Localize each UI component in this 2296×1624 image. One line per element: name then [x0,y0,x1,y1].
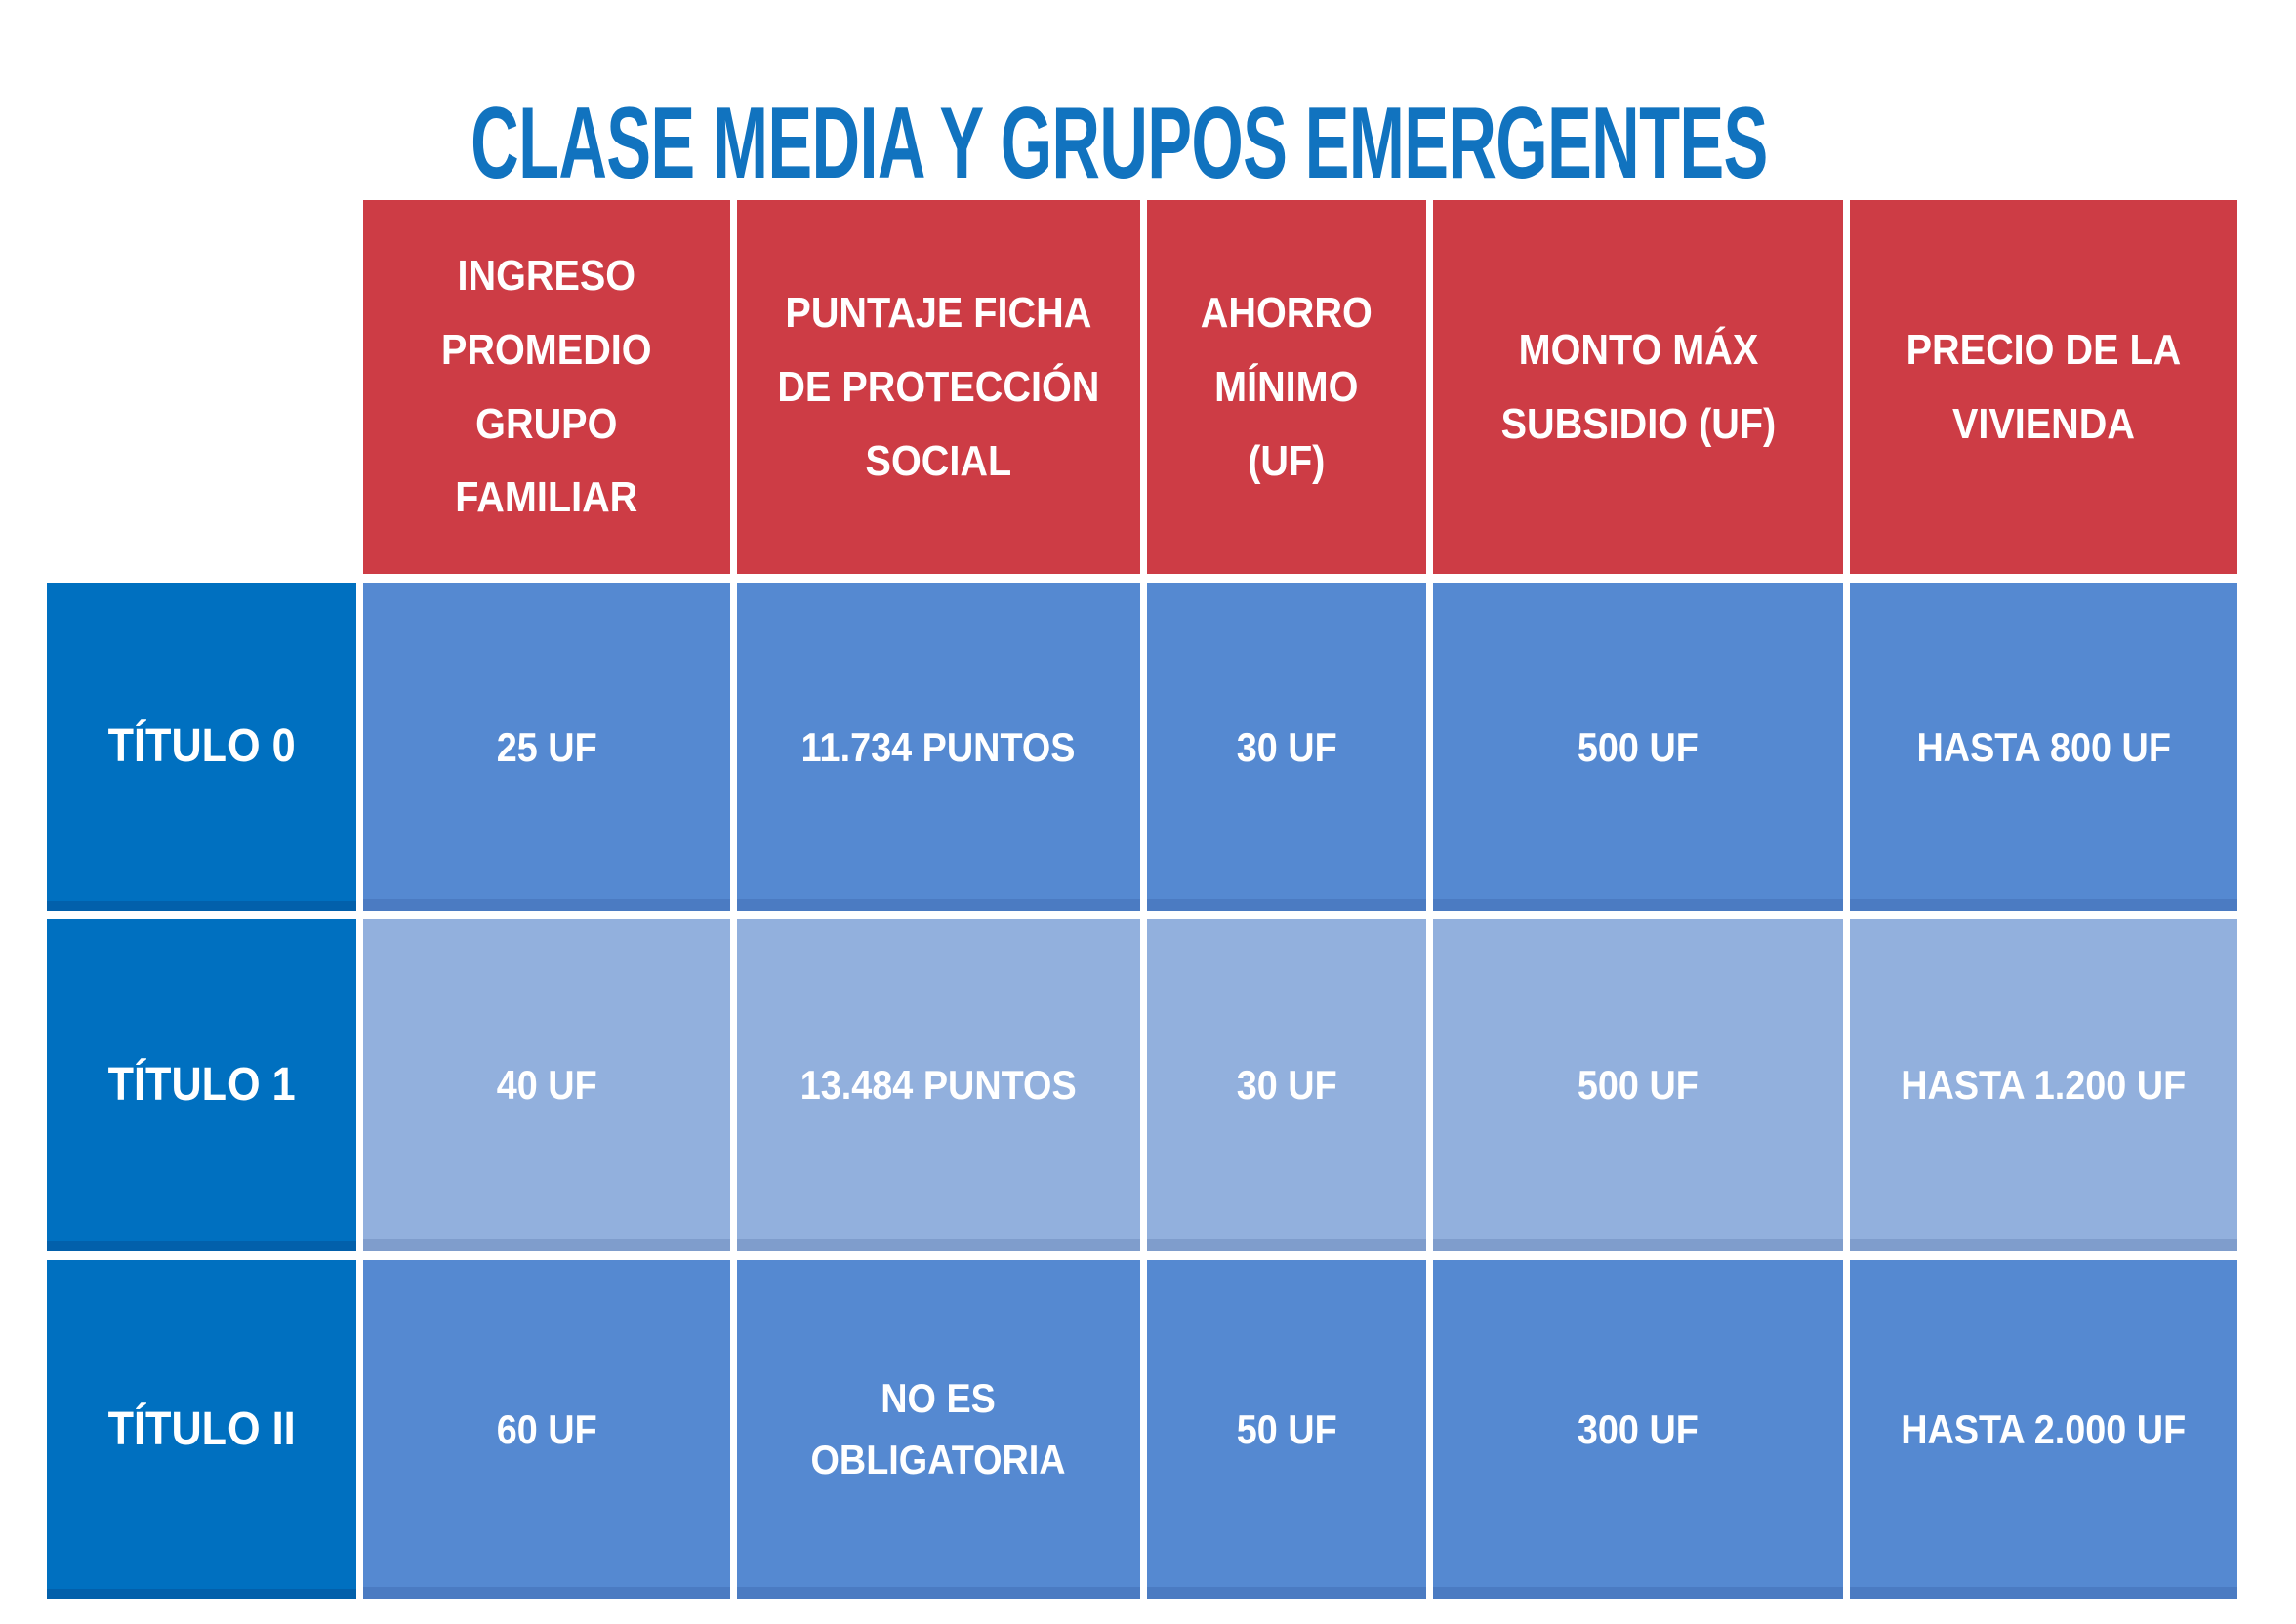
column-header-monto-max-subsidio: MONTO MÁX SUBSIDIO (UF) [1433,200,1843,575]
page-title-text: CLASE MEDIA Y GRUPOS EMERGENTES [470,87,1768,200]
table-cell-titulo1-precio: HASTA 1.200 UF [1849,918,2237,1251]
table-cell-titulo1-puntaje: 13.484 PUNTOS [736,918,1140,1251]
column-header-precio-vivienda: PRECIO DE LA VIVIENDA [1849,200,2237,575]
table-cell-titulo0-ahorro: 30 UF [1146,583,1427,911]
table-cell-tituloii-monto: 300 UF [1433,1259,1843,1599]
page-title: CLASE MEDIA Y GRUPOS EMERGENTES [0,86,2237,202]
column-header-ingreso-promedio: INGRESO PROMEDIO GRUPO FAMILIAR [363,200,730,575]
table-cell-tituloii-puntaje: NO ES OBLIGATORIA [736,1259,1140,1599]
table-cell-tituloii-ingreso: 60 UF [363,1259,730,1599]
row-header-titulo-0: TÍTULO 0 [47,583,357,911]
table-cell-titulo0-precio: HASTA 800 UF [1849,583,2237,911]
table-cell-titulo1-ingreso: 40 UF [363,918,730,1251]
table-cell-titulo0-puntaje: 11.734 PUNTOS [736,583,1140,911]
header-spacer [47,200,356,574]
table-cell-tituloii-ahorro: 50 UF [1146,1259,1427,1599]
table-cell-tituloii-precio: HASTA 2.000 UF [1849,1259,2237,1599]
table-cell-titulo1-ahorro: 30 UF [1146,918,1427,1251]
table-cell-titulo1-monto: 500 UF [1433,918,1843,1251]
subsidy-table: INGRESO PROMEDIO GRUPO FAMILIAR PUNTAJE … [47,200,2237,1599]
column-header-ahorro-minimo: AHORRO MÍNIMO (UF) [1146,200,1427,575]
table-cell-titulo0-monto: 500 UF [1433,583,1843,911]
column-header-puntaje-ficha: PUNTAJE FICHA DE PROTECCIÓN SOCIAL [736,200,1140,575]
row-header-titulo-1: TÍTULO 1 [47,918,357,1251]
table-cell-titulo0-ingreso: 25 UF [363,583,730,911]
row-header-titulo-ii: TÍTULO II [47,1259,357,1599]
